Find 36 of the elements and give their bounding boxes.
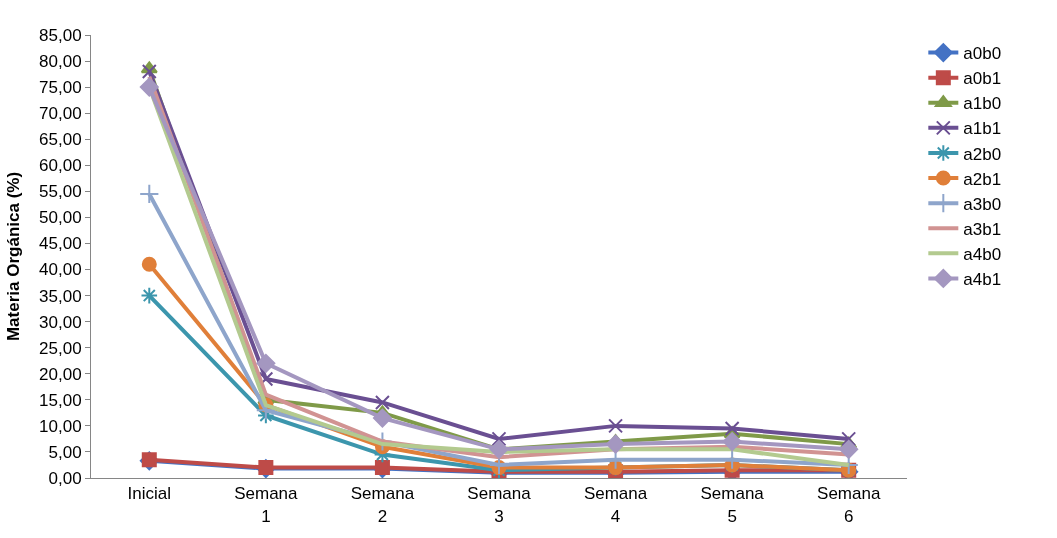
legend-label: a1b0 — [963, 94, 1002, 114]
x-tick-label: Semana 1 — [234, 484, 299, 526]
y-tick-label: 25,00 — [39, 338, 82, 358]
y-tick-label: 15,00 — [39, 390, 82, 410]
y-tick-label: 80,00 — [39, 52, 82, 72]
y-tick-label: 60,00 — [39, 156, 82, 176]
x-tick-label: Inicial — [127, 484, 172, 504]
legend-label: a4b0 — [963, 244, 1002, 264]
y-tick-label: 55,00 — [39, 182, 82, 202]
y-tick-label: 75,00 — [39, 78, 82, 98]
legend-label: a0b0 — [963, 44, 1002, 64]
legend-label: a2b0 — [963, 144, 1002, 164]
x-tick-label: Semana 2 — [350, 484, 415, 526]
legend-label: a2b1 — [963, 169, 1002, 189]
y-tick-label: 50,00 — [39, 208, 82, 228]
y-tick-label: 65,00 — [39, 130, 82, 150]
y-tick-label: 85,00 — [39, 25, 82, 45]
x-tick-label: Semana 5 — [700, 484, 765, 526]
x-tick-label: Semana 4 — [583, 484, 648, 526]
y-tick-label: 10,00 — [39, 416, 82, 436]
y-tick-label: 35,00 — [39, 286, 82, 306]
x-tick-label: Semana 6 — [817, 484, 881, 526]
y-tick-label: 40,00 — [39, 260, 82, 280]
legend-label: a4b1 — [963, 270, 1002, 290]
y-tick-label: 30,00 — [39, 312, 82, 332]
y-tick-label: 70,00 — [39, 104, 82, 124]
x-tick-label: Semana 3 — [467, 484, 532, 526]
y-tick-label: 20,00 — [39, 364, 82, 384]
legend-label: a1b1 — [963, 119, 1002, 139]
legend-label: a0b1 — [963, 69, 1002, 89]
legend-label: a3b0 — [963, 194, 1002, 214]
y-axis-title: Materia Orgánica (%) — [3, 171, 23, 342]
y-tick-label: 45,00 — [39, 234, 82, 254]
y-tick-label: 0,00 — [48, 468, 82, 488]
y-tick-label: 5,00 — [48, 442, 82, 462]
legend-label: a3b1 — [963, 219, 1002, 239]
